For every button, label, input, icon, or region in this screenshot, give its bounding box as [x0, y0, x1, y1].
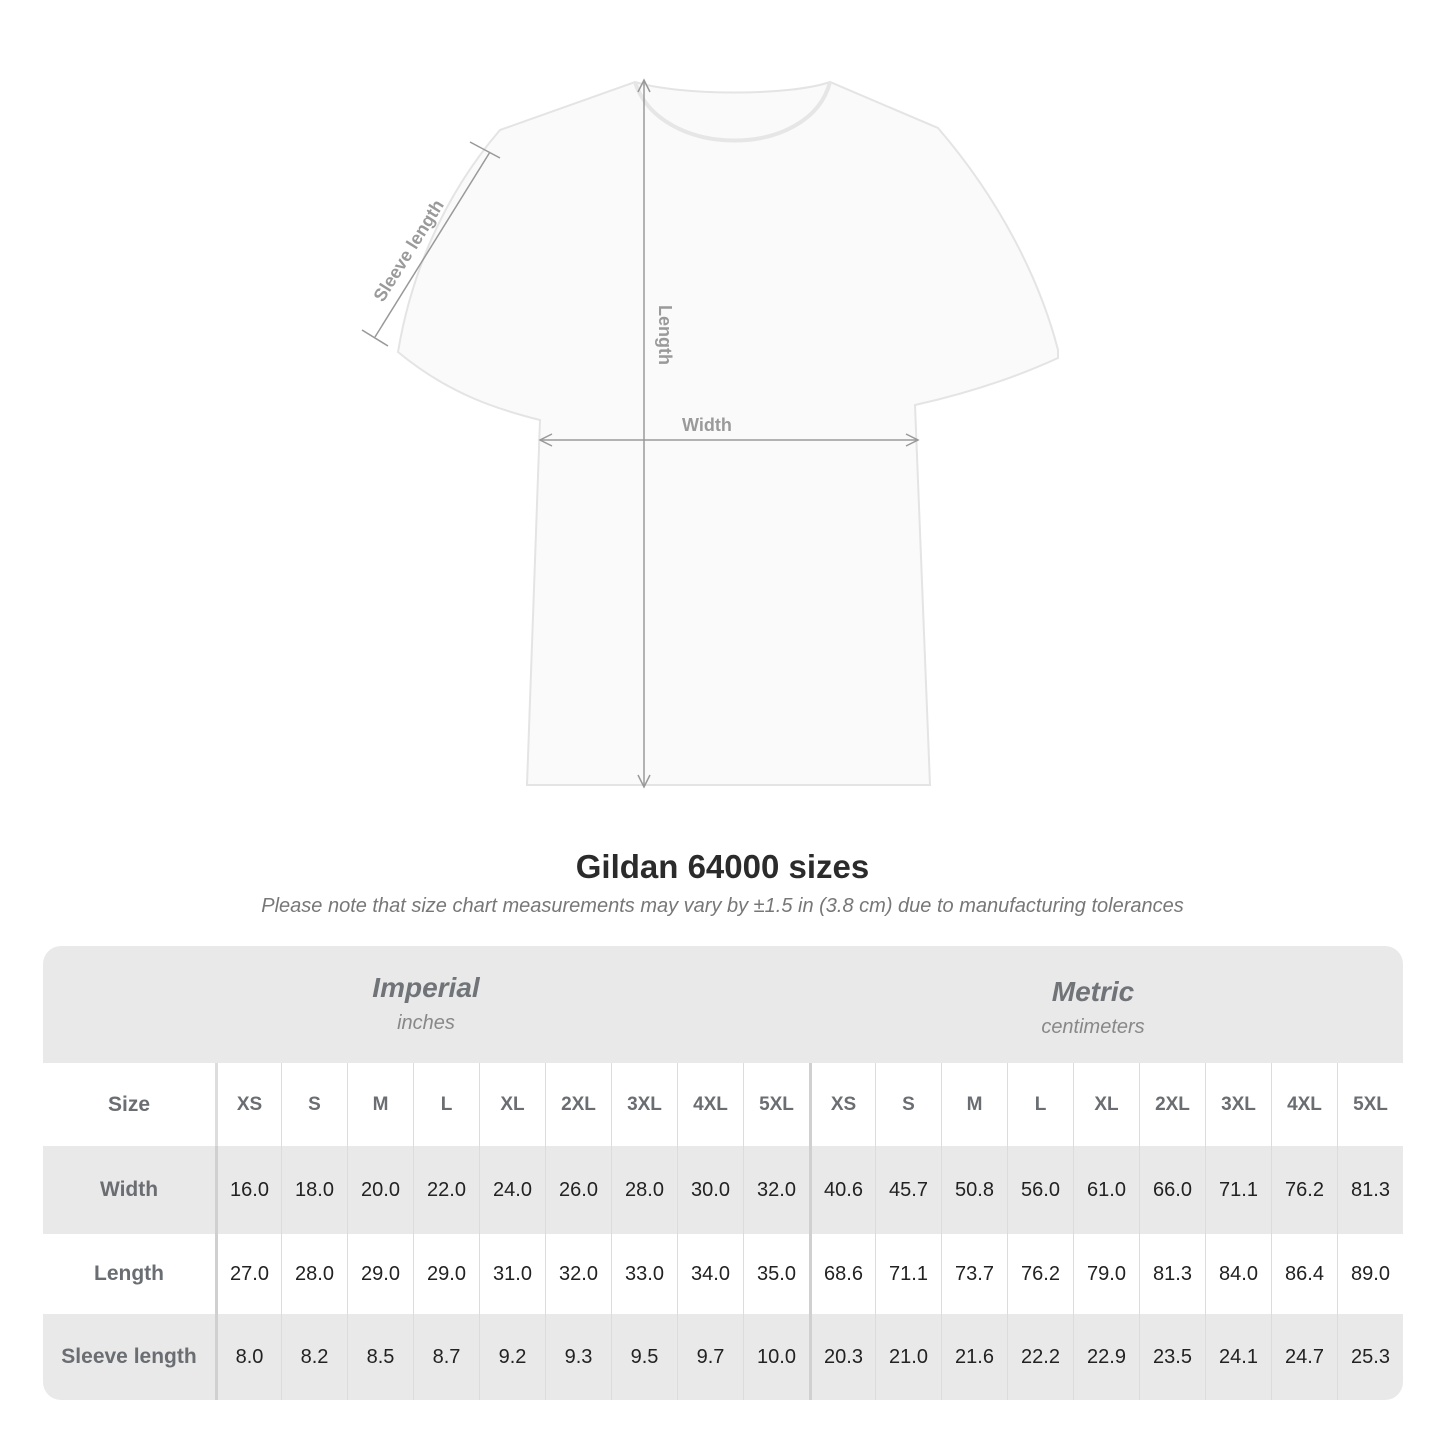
size-header-cell: XL [1073, 1063, 1139, 1146]
value-cell: 81.3 [1139, 1234, 1205, 1314]
value-cell: 84.0 [1205, 1234, 1271, 1314]
table-row: Sleeve length 8.0 8.2 8.5 8.7 9.2 9.3 9.5 9.7 10.… [43, 1314, 1403, 1400]
metric-unit: centimeters [1041, 1016, 1145, 1038]
value-cell: 8.2 [281, 1314, 347, 1400]
tshirt-shape [396, 80, 1059, 786]
value-cell: 29.0 [347, 1234, 413, 1314]
value-cell: 61.0 [1073, 1146, 1139, 1234]
size-header-cell: 5XL [743, 1063, 809, 1146]
chart-title: Gildan 64000 sizes [575, 848, 870, 885]
size-header-cell: S [875, 1063, 941, 1146]
size-header-cell: M [347, 1063, 413, 1146]
size-header-cell: 3XL [1205, 1063, 1271, 1146]
value-cell: 26.0 [545, 1146, 611, 1234]
sleeve-arrow [374, 151, 491, 338]
size-label: Size [107, 1092, 151, 1116]
imperial-unit: inches [397, 1012, 455, 1034]
value-cell: 21.0 [875, 1314, 941, 1400]
value-cell: 73.7 [941, 1234, 1007, 1314]
value-cell: 71.1 [875, 1234, 941, 1314]
value-cell: 24.0 [479, 1146, 545, 1234]
tolerance-note: Please note that size chart measurements… [261, 895, 1184, 917]
value-cell: 45.7 [875, 1146, 941, 1234]
value-cell: 22.9 [1073, 1314, 1139, 1400]
imperial-header: Imperial inches [215, 946, 637, 1063]
width-label: Width [682, 415, 732, 435]
value-cell: 16.0 [215, 1146, 281, 1234]
size-header-cell: S [281, 1063, 347, 1146]
value-cell: 79.0 [1073, 1234, 1139, 1314]
value-cell: 8.0 [215, 1314, 281, 1400]
value-cell: 40.6 [809, 1146, 875, 1234]
value-cell: 28.0 [611, 1146, 677, 1234]
size-header-cell: 3XL [611, 1063, 677, 1146]
value-cell: 21.6 [941, 1314, 1007, 1400]
value-cell: 8.7 [413, 1314, 479, 1400]
value-cell: 25.3 [1337, 1314, 1403, 1400]
imperial-title: Imperial [372, 972, 480, 1003]
size-header-cell: XS [215, 1063, 281, 1146]
value-cell: 34.0 [677, 1234, 743, 1314]
table-row: Length 27.0 28.0 29.0 29.0 31.0 32.0 33.0 34.0 35… [43, 1234, 1403, 1314]
value-cell: 50.8 [941, 1146, 1007, 1234]
value-cell: 9.5 [611, 1314, 677, 1400]
value-cell: 20.0 [347, 1146, 413, 1234]
value-cell: 86.4 [1271, 1234, 1337, 1314]
metric-header: Metric centimeters [808, 946, 1378, 1063]
value-cell: 66.0 [1139, 1146, 1205, 1234]
value-cell: 23.5 [1139, 1314, 1205, 1400]
value-cell: 33.0 [611, 1234, 677, 1314]
value-cell: 22.0 [413, 1146, 479, 1234]
value-cell: 20.3 [809, 1314, 875, 1400]
value-cell: 30.0 [677, 1146, 743, 1234]
size-header-cell: 4XL [1271, 1063, 1337, 1146]
value-cell: 56.0 [1007, 1146, 1073, 1234]
row-label: Sleeve length [61, 1345, 197, 1368]
value-cell: 27.0 [215, 1234, 281, 1314]
value-cell: 9.7 [677, 1314, 743, 1400]
value-cell: 24.7 [1271, 1314, 1337, 1400]
value-cell: 9.2 [479, 1314, 545, 1400]
size-header-cell: 5XL [1337, 1063, 1403, 1146]
value-cell: 10.0 [743, 1314, 809, 1400]
size-header-row: Size XS S M L XL 2XL 3XL 4XL 5XL XS S M L XL 2XL 3XL 4XL… [43, 1063, 1403, 1146]
tshirt-diagram: Sleeve length Length Width [361, 78, 1059, 789]
tshirt-collar [633, 81, 832, 143]
value-cell: 76.2 [1007, 1234, 1073, 1314]
size-header-cell: M [941, 1063, 1007, 1146]
metric-title: Metric [1051, 976, 1135, 1007]
value-cell: 22.2 [1007, 1314, 1073, 1400]
table-row: Width 16.0 18.0 20.0 22.0 24.0 26.0 28.0 30.0 32.… [43, 1146, 1403, 1234]
value-cell: 89.0 [1337, 1234, 1403, 1314]
value-cell: 81.3 [1337, 1146, 1403, 1234]
size-header-cell: 2XL [545, 1063, 611, 1146]
value-cell: 18.0 [281, 1146, 347, 1234]
value-cell: 28.0 [281, 1234, 347, 1314]
length-label: Length [655, 305, 675, 365]
size-header-cell: XL [479, 1063, 545, 1146]
value-cell: 29.0 [413, 1234, 479, 1314]
size-table: Imperial inches Metric centimeters Size … [43, 946, 1403, 1400]
size-header-cell: 2XL [1139, 1063, 1205, 1146]
value-cell: 35.0 [743, 1234, 809, 1314]
size-header-cell: XS [809, 1063, 875, 1146]
value-cell: 68.6 [809, 1234, 875, 1314]
value-cell: 32.0 [545, 1234, 611, 1314]
size-header-cell: L [413, 1063, 479, 1146]
row-label: Length [94, 1262, 164, 1285]
size-header-cell: 4XL [677, 1063, 743, 1146]
value-cell: 8.5 [347, 1314, 413, 1400]
value-cell: 32.0 [743, 1146, 809, 1234]
value-cell: 31.0 [479, 1234, 545, 1314]
row-label: Width [99, 1178, 159, 1201]
value-cell: 24.1 [1205, 1314, 1271, 1400]
value-cell: 9.3 [545, 1314, 611, 1400]
measure-lines [361, 78, 920, 789]
value-cell: 71.1 [1205, 1146, 1271, 1234]
size-header-cell: L [1007, 1063, 1073, 1146]
value-cell: 76.2 [1271, 1146, 1337, 1234]
